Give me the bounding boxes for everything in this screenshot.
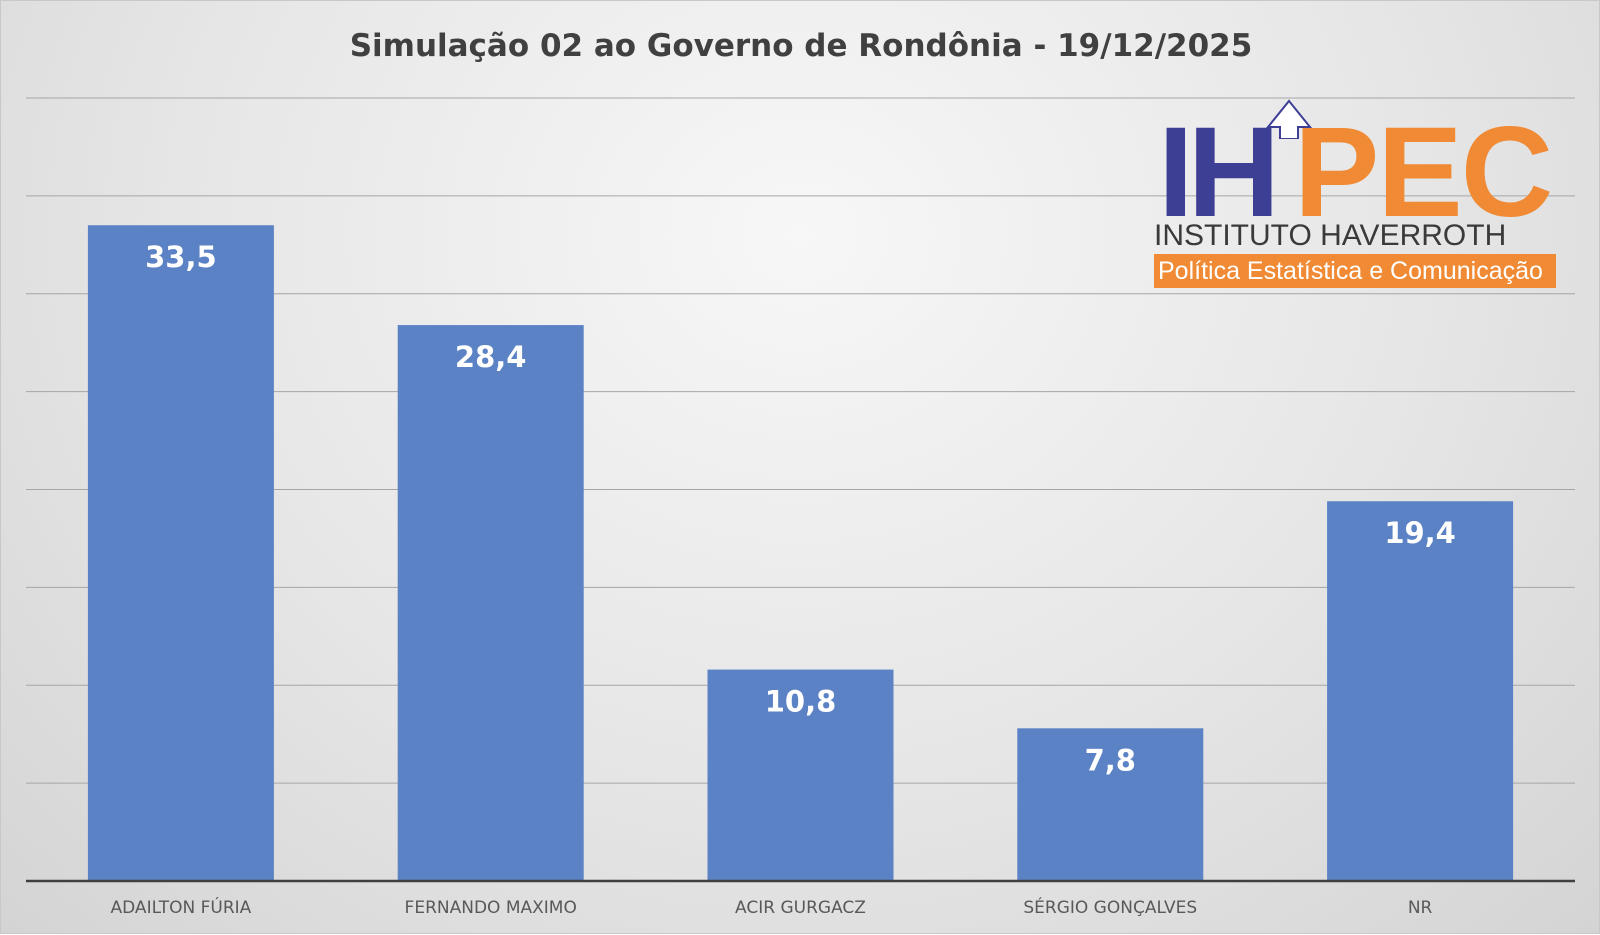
data-label: 10,8 <box>765 685 837 719</box>
bar <box>707 669 894 881</box>
category-label: FERNANDO MAXIMO <box>405 898 577 918</box>
ihpec-logo: IH PEC INSTITUTO HAVERROTH Política Esta… <box>1154 99 1559 289</box>
bar <box>87 225 274 882</box>
category-label: ACIR GURGACZ <box>735 898 866 918</box>
chart-title: Simulação 02 ao Governo de Rondônia - 19… <box>350 28 1253 64</box>
logo-mark-pec: PEC <box>1294 101 1553 244</box>
bar <box>397 325 584 881</box>
logo-tagline: Política Estatística e Comunicação <box>1154 254 1556 288</box>
category-label: ADAILTON FÚRIA <box>111 896 252 918</box>
logo-name: INSTITUTO HAVERROTH <box>1154 219 1507 252</box>
data-label: 7,8 <box>1085 743 1136 777</box>
up-arrow-icon <box>1265 99 1313 139</box>
data-label: 28,4 <box>455 340 527 374</box>
category-label: NR <box>1408 898 1433 918</box>
bars: 33,5 28,4 10,8 7,8 19,4 <box>87 225 1514 882</box>
data-label: 19,4 <box>1384 516 1456 550</box>
category-label: SÉRGIO GONÇALVES <box>1023 896 1197 918</box>
bar <box>1017 728 1204 881</box>
category-labels: ADAILTON FÚRIA FERNANDO MAXIMO ACIR GURGAC… <box>111 896 1433 918</box>
logo-mark-ih: IH <box>1158 101 1280 244</box>
data-label: 33,5 <box>145 240 217 274</box>
bar <box>1327 501 1514 881</box>
